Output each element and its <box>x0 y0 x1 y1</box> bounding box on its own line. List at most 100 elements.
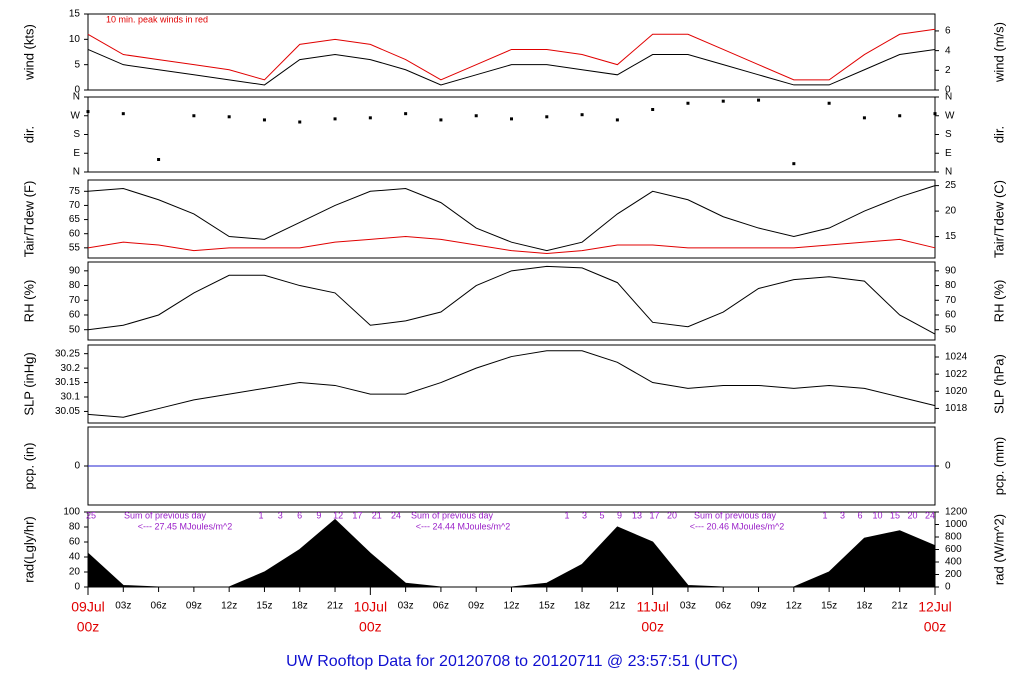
dir-point <box>827 101 831 105</box>
hour-label: 1 <box>258 510 263 520</box>
y2-tick-label: 70 <box>945 295 957 306</box>
y-tick-label: 65 <box>69 214 81 225</box>
dir-point <box>474 114 478 118</box>
y2-tick-label: 4 <box>945 45 951 56</box>
y2-tick-label: W <box>945 110 955 121</box>
y-tick-label: 30.25 <box>55 348 80 359</box>
hour-label: 5 <box>599 510 604 520</box>
y2-tick-label: 0 <box>945 582 951 593</box>
hour-label: 13 <box>632 510 642 520</box>
series-line <box>87 236 936 254</box>
hour-label: 15 <box>890 510 900 520</box>
y2-tick-label: 60 <box>945 310 957 321</box>
hour-label: 20 <box>667 510 677 520</box>
x-tick-label: 03z <box>398 601 414 612</box>
day-label: 10Jul <box>354 599 387 615</box>
y2-tick-label: 1000 <box>945 519 968 530</box>
y2-axis-label: RH (%) <box>991 280 1006 323</box>
dir-point <box>192 114 196 118</box>
dir-point <box>651 108 655 111</box>
y-tick-label: N <box>73 167 80 178</box>
dir-point <box>933 112 937 116</box>
y-tick-label: 80 <box>69 522 81 533</box>
y-tick-label: 5 <box>74 59 80 70</box>
y-axis-label: RH (%) <box>21 280 36 323</box>
dir-point <box>792 162 796 166</box>
y-tick-label: 55 <box>69 242 81 253</box>
y-tick-label: S <box>73 129 80 140</box>
hour-label: 1 <box>822 510 827 520</box>
y2-tick-label: 15 <box>945 231 957 242</box>
x-tick-label: 03z <box>115 601 131 612</box>
y2-tick-label: 6 <box>945 26 951 37</box>
y-tick-label: 100 <box>63 507 80 518</box>
y2-tick-label: 0 <box>945 461 951 472</box>
y2-tick-label: 1022 <box>945 369 968 380</box>
y2-tick-label: N <box>945 167 952 178</box>
y2-tick-label: 400 <box>945 557 962 568</box>
y-axis-label: dir. <box>21 126 36 143</box>
y2-axis-label: SLP (hPa) <box>991 354 1006 414</box>
x-tick-label: 21z <box>609 601 625 612</box>
dir-point <box>298 120 302 124</box>
y-tick-label: 75 <box>69 186 81 197</box>
x-tick-label: 15z <box>256 601 272 612</box>
sum-heading: Sum of previous day <box>694 510 777 520</box>
y2-tick-label: 50 <box>945 324 957 335</box>
dir-point <box>615 118 619 122</box>
series-line <box>87 265 936 335</box>
hour-label: 21 <box>372 510 382 520</box>
x-tick-label: 09z <box>186 601 202 612</box>
y-tick-label: 60 <box>69 228 81 239</box>
y-axis-label: rad(Lgly/hr) <box>21 516 36 582</box>
y2-tick-label: 600 <box>945 544 962 555</box>
dir-point <box>580 113 584 117</box>
series-line <box>87 28 936 81</box>
y-tick-label: W <box>71 110 81 121</box>
x-tick-label: 21z <box>327 601 343 612</box>
y2-tick-label: 1024 <box>945 352 968 363</box>
y-tick-label: 90 <box>69 265 81 276</box>
day-label: 12Jul <box>918 599 951 615</box>
x-tick-label: 12z <box>786 601 802 612</box>
dir-point <box>757 98 761 102</box>
y2-tick-label: 200 <box>945 569 962 580</box>
dir-point <box>439 118 443 122</box>
hour-label: 3 <box>840 510 845 520</box>
y2-axis-label: wind (m/s) <box>991 22 1006 83</box>
dir-point <box>686 101 690 105</box>
x-tick-label: 15z <box>539 601 555 612</box>
y2-tick-label: 20 <box>945 206 957 217</box>
y-axis-label: wind (kts) <box>21 24 36 81</box>
y2-axis-label: dir. <box>991 126 1006 143</box>
series-line <box>87 185 936 252</box>
dir-point <box>86 110 90 114</box>
dir-point <box>227 115 231 119</box>
dir-point <box>510 117 513 121</box>
y2-tick-label: 800 <box>945 532 962 543</box>
y-tick-label: 0 <box>74 461 80 472</box>
hour-label: 9 <box>617 510 622 520</box>
dir-point <box>404 112 408 116</box>
y2-tick-label: E <box>945 148 952 159</box>
hour-label: 9 <box>316 510 321 520</box>
y2-axis-label: pcp. (mm) <box>991 437 1006 496</box>
hour-label: 6 <box>297 510 302 520</box>
y-tick-label: 70 <box>69 200 81 211</box>
panel-frame <box>87 179 936 259</box>
hour-label: 6 <box>857 510 862 520</box>
y-tick-label: 80 <box>69 280 81 291</box>
dir-point <box>898 114 902 118</box>
y2-tick-label: 90 <box>945 265 957 276</box>
y2-tick-label: 80 <box>945 280 957 291</box>
x-tick-label: 06z <box>433 601 449 612</box>
hour-label: 20 <box>907 510 917 520</box>
x-tick-label: 21z <box>892 601 908 612</box>
hour-label: 25 <box>86 510 96 520</box>
y2-axis-label: Tair/Tdew (C) <box>991 180 1006 258</box>
hour-label: 3 <box>278 510 283 520</box>
dir-point <box>121 112 125 116</box>
y-tick-label: N <box>73 92 80 103</box>
